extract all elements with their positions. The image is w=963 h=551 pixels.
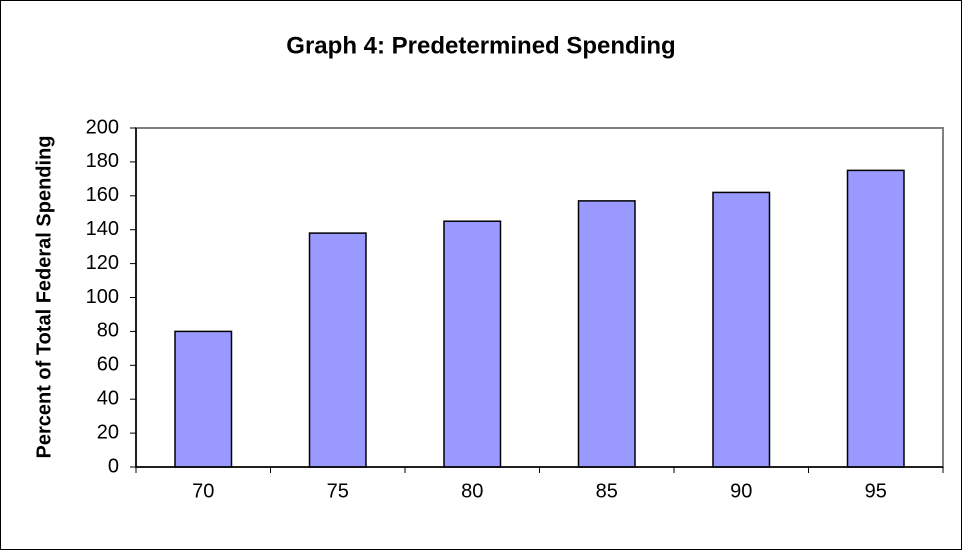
y-tick-label: 40: [97, 387, 119, 409]
y-tick-label: 80: [97, 320, 119, 342]
x-tick-label: 75: [327, 480, 349, 502]
y-tick-label: 100: [86, 286, 119, 308]
y-tick-label: 140: [86, 218, 119, 240]
y-tick-label: 0: [108, 455, 119, 477]
bar: [712, 191, 771, 468]
bar: [846, 169, 905, 468]
chart-title: Graph 4: Predetermined Spending: [286, 32, 675, 59]
bar: [443, 220, 502, 468]
y-tick-label: 160: [86, 184, 119, 206]
y-tick-label: 120: [86, 252, 119, 274]
bar: [577, 200, 636, 468]
y-axis-label: Percent of Total Federal Spending: [33, 135, 55, 458]
y-tick-label: 180: [86, 150, 119, 172]
x-tick-label: 80: [461, 480, 483, 502]
bar: [308, 232, 367, 468]
y-tick-label: 60: [97, 354, 119, 376]
bar: [174, 330, 233, 468]
x-tick-label: 95: [865, 480, 887, 502]
x-tick-label: 70: [192, 480, 214, 502]
x-tick-label: 85: [596, 480, 618, 502]
x-tick-label: 90: [730, 480, 752, 502]
y-tick-label: 200: [86, 116, 119, 138]
y-tick-label: 20: [97, 421, 119, 443]
